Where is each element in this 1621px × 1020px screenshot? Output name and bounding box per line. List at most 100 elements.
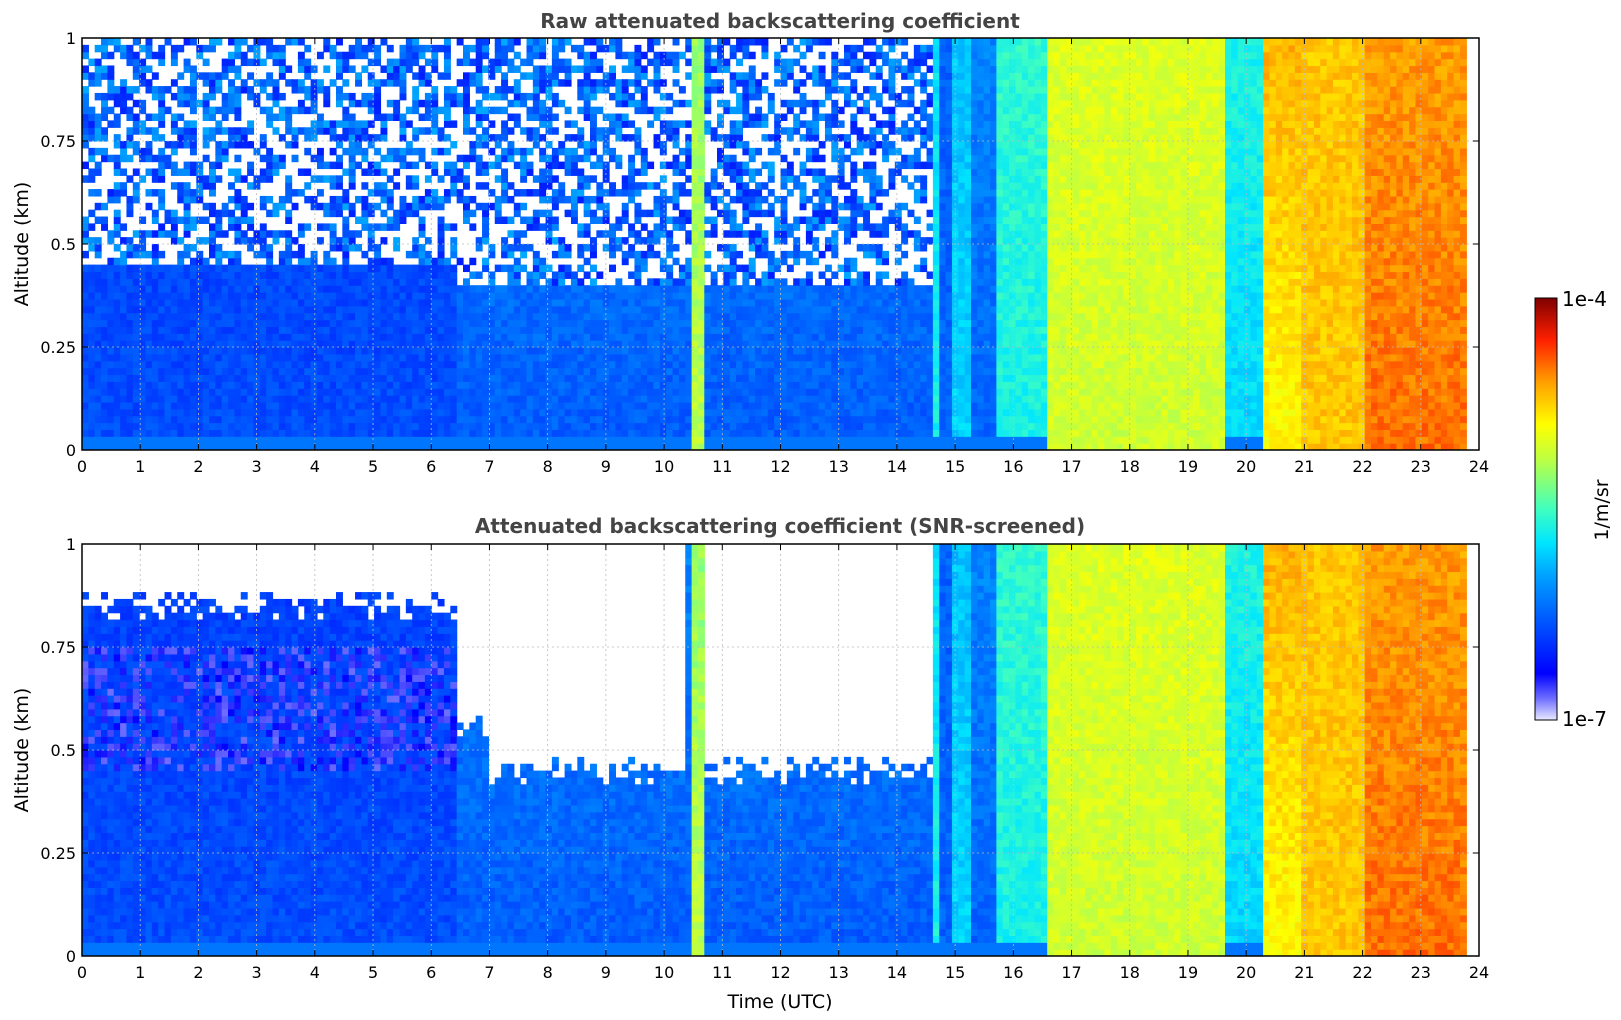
- heatmap-cell: [609, 333, 616, 341]
- heatmap-cell: [215, 360, 223, 369]
- heatmap-cell: [748, 353, 756, 362]
- heatmap-cell: [285, 408, 293, 417]
- heatmap-cell: [215, 305, 223, 314]
- heatmap-cell: [189, 120, 197, 128]
- heatmap-cell: [355, 305, 362, 314]
- heatmap-cell: [609, 408, 616, 417]
- heatmap-cell: [151, 230, 159, 238]
- heatmap-cell: [418, 415, 426, 424]
- heatmap-cell: [380, 127, 388, 135]
- heatmap-cell: [132, 147, 140, 156]
- heatmap-cell: [659, 285, 667, 293]
- heatmap-cell: [367, 312, 375, 321]
- heatmap-cell: [685, 271, 693, 279]
- heatmap-cell: [532, 305, 540, 314]
- heatmap-cell: [545, 230, 553, 238]
- heatmap-cell: [659, 278, 667, 286]
- heatmap-cell: [628, 244, 636, 252]
- heatmap-cell: [710, 292, 718, 300]
- heatmap-cell: [551, 175, 559, 183]
- heatmap-cell: [285, 326, 293, 334]
- heatmap-cell: [336, 312, 343, 321]
- heatmap-cell: [393, 401, 401, 410]
- heatmap-cell: [697, 182, 705, 190]
- heatmap-cell: [532, 292, 540, 300]
- heatmap-cell: [323, 99, 331, 108]
- heatmap-cell: [393, 216, 401, 224]
- heatmap-cell: [710, 388, 718, 396]
- heatmap-cell: [323, 223, 331, 231]
- heatmap-cell: [710, 422, 718, 430]
- heatmap-cell: [145, 312, 153, 321]
- heatmap-cell: [723, 395, 731, 403]
- heatmap-cell: [596, 436, 604, 444]
- heatmap-cell: [189, 333, 197, 341]
- heatmap-cell: [443, 278, 451, 286]
- heatmap-cell: [577, 44, 585, 53]
- raw-heatmap-cells: [82, 38, 1467, 450]
- heatmap-cell: [310, 436, 318, 444]
- heatmap-cell: [697, 175, 705, 183]
- heatmap-cell: [482, 106, 489, 115]
- heatmap-cell: [539, 388, 547, 396]
- heatmap-cell: [259, 195, 267, 204]
- heatmap-cell: [691, 250, 699, 259]
- heatmap-cell: [164, 141, 172, 149]
- heatmap-cell: [475, 319, 483, 327]
- heatmap-cell: [209, 250, 216, 259]
- heatmap-cell: [539, 422, 547, 430]
- heatmap-cell: [678, 340, 686, 348]
- heatmap-cell: [183, 401, 191, 410]
- heatmap-cell: [482, 374, 489, 382]
- heatmap-cell: [94, 237, 102, 245]
- heatmap-cell: [501, 443, 509, 450]
- heatmap-cell: [520, 147, 528, 156]
- heatmap-cell: [685, 120, 693, 128]
- heatmap-cell: [183, 443, 191, 450]
- heatmap-cell: [431, 422, 439, 430]
- heatmap-cell: [355, 244, 362, 252]
- heatmap-cell: [272, 161, 280, 170]
- heatmap-cell: [158, 106, 166, 115]
- heatmap-cell: [405, 347, 413, 355]
- heatmap-cell: [412, 92, 420, 101]
- heatmap-cell: [158, 305, 166, 314]
- heatmap-cell: [590, 298, 597, 307]
- heatmap-cell: [450, 408, 458, 417]
- heatmap-cell: [609, 120, 616, 128]
- heatmap-cell: [602, 333, 610, 341]
- heatmap-cell: [723, 106, 731, 115]
- heatmap-cell: [380, 436, 388, 444]
- heatmap-cell: [437, 223, 445, 231]
- heatmap-cell: [424, 422, 432, 430]
- heatmap-cell: [348, 161, 356, 170]
- heatmap-cell: [304, 415, 312, 424]
- heatmap-cell: [234, 113, 242, 121]
- heatmap-cell: [82, 44, 89, 53]
- heatmap-cell: [539, 223, 547, 231]
- heatmap-cell: [297, 319, 305, 327]
- heatmap-cell: [82, 92, 89, 101]
- heatmap-cell: [418, 271, 426, 279]
- heatmap-cell: [501, 333, 509, 341]
- heatmap-cell: [367, 58, 375, 67]
- heatmap-cell: [520, 319, 528, 327]
- heatmap-cell: [323, 161, 331, 170]
- heatmap-cell: [183, 127, 191, 135]
- heatmap-cell: [234, 168, 242, 176]
- heatmap-cell: [272, 401, 280, 410]
- heatmap-cell: [107, 106, 115, 115]
- heatmap-cell: [748, 147, 756, 156]
- heatmap-cell: [202, 264, 210, 273]
- heatmap-cell: [126, 92, 134, 101]
- heatmap-cell: [748, 292, 756, 300]
- heatmap-cell: [177, 326, 185, 334]
- heatmap-cell: [418, 244, 426, 252]
- heatmap-cell: [101, 106, 108, 115]
- heatmap-cell: [234, 340, 242, 348]
- heatmap-cell: [431, 92, 439, 101]
- heatmap-cell: [513, 429, 521, 437]
- heatmap-cell: [202, 395, 210, 403]
- heatmap-cell: [583, 395, 591, 403]
- heatmap-cell: [228, 381, 235, 389]
